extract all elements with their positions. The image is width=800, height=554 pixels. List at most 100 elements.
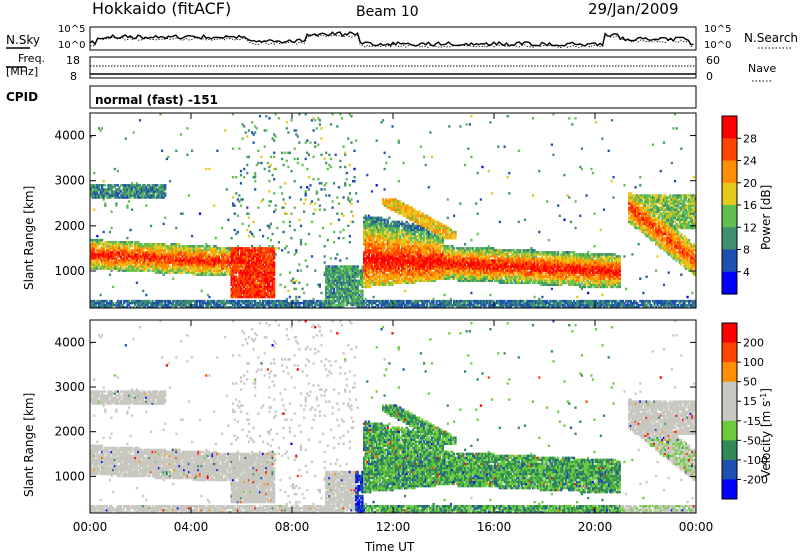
power-cell <box>307 232 310 236</box>
power-cell <box>312 297 315 301</box>
power-cell <box>266 236 269 240</box>
power-cell <box>235 192 238 195</box>
power-cell <box>159 249 162 252</box>
power-cell <box>191 269 194 272</box>
power-cell <box>154 253 157 256</box>
power-cell <box>370 190 374 193</box>
power-cell <box>164 192 167 195</box>
power-cell <box>153 196 156 199</box>
power-cell <box>191 255 194 258</box>
power-cell <box>161 261 164 264</box>
power-cell <box>227 261 230 264</box>
power-cell <box>115 241 118 244</box>
power-cell <box>173 253 176 256</box>
power-cell <box>161 301 164 305</box>
power-cell <box>145 190 148 193</box>
power-cell <box>121 265 124 268</box>
power-cell <box>189 251 192 254</box>
power-cell <box>124 251 127 254</box>
power-cell <box>219 261 222 264</box>
power-cell <box>135 186 138 189</box>
power-cell <box>391 125 394 128</box>
power-cell <box>105 303 108 307</box>
power-cell <box>172 247 175 250</box>
power-cell <box>175 271 178 274</box>
power-cell <box>176 299 179 303</box>
power-cell <box>213 273 216 276</box>
power-cell <box>116 269 119 272</box>
power-cell <box>116 299 119 303</box>
power-cell <box>295 249 298 252</box>
power-cell <box>110 255 113 258</box>
power-cell <box>209 303 213 307</box>
power-cell <box>161 299 164 303</box>
power-cell <box>108 265 112 268</box>
power-cell <box>93 301 96 305</box>
power-cell <box>90 301 93 305</box>
power-cell <box>118 299 121 303</box>
power-cell <box>94 306 97 309</box>
power-cell <box>183 253 186 256</box>
power-cell <box>164 269 167 272</box>
power-cell <box>116 306 119 309</box>
power-cell <box>227 306 230 309</box>
power-cell <box>151 251 154 254</box>
power-cell <box>178 299 181 303</box>
power-cell <box>107 303 110 307</box>
power-cell <box>176 249 179 252</box>
power-cell <box>183 259 186 262</box>
power-cell <box>205 251 208 254</box>
power-cell <box>105 261 108 264</box>
power-cell <box>197 271 200 274</box>
power-cell <box>90 184 93 187</box>
power-cell <box>94 301 97 305</box>
power-cell <box>202 299 205 303</box>
power-cell <box>173 245 176 248</box>
power-cell <box>134 255 137 258</box>
power-cell <box>108 263 112 266</box>
power-cell <box>164 306 167 309</box>
power-cell <box>126 196 129 199</box>
power-cell <box>200 271 203 274</box>
power-cell <box>254 188 257 191</box>
power-cell <box>170 251 173 254</box>
power-cell <box>134 241 137 244</box>
power-cell <box>129 243 132 246</box>
power-cell <box>94 261 97 264</box>
power-cell <box>173 306 176 309</box>
power-cell <box>145 245 148 248</box>
power-cell <box>301 163 304 167</box>
power-cell <box>187 257 190 260</box>
power-cell <box>110 299 113 303</box>
power-cell <box>102 303 105 307</box>
power-cell <box>135 247 138 250</box>
power-cell <box>115 249 118 252</box>
power-cell <box>180 212 183 215</box>
power-cell <box>339 165 342 169</box>
power-cell <box>181 271 184 274</box>
power-cell <box>165 247 168 250</box>
power-cell <box>252 141 255 144</box>
power-cell <box>222 267 225 270</box>
power-cell <box>217 271 220 274</box>
power-cell <box>192 259 195 262</box>
power-cell <box>228 301 232 305</box>
power-cell <box>328 194 331 197</box>
power-cell <box>151 259 154 262</box>
power-cell <box>113 184 116 187</box>
power-cell <box>183 303 186 307</box>
power-cell <box>129 186 132 189</box>
power-cell <box>211 261 214 264</box>
power-cell <box>170 247 173 250</box>
power-cell <box>238 194 241 197</box>
power-cell <box>230 293 233 297</box>
power-cell <box>116 247 119 250</box>
power-cell <box>233 204 236 207</box>
power-cell <box>233 289 236 293</box>
power-cell <box>167 263 170 266</box>
power-cell <box>123 241 126 244</box>
power-cell <box>299 224 303 228</box>
power-cell <box>298 141 301 144</box>
power-cell <box>162 186 165 189</box>
power-cell <box>142 247 145 250</box>
